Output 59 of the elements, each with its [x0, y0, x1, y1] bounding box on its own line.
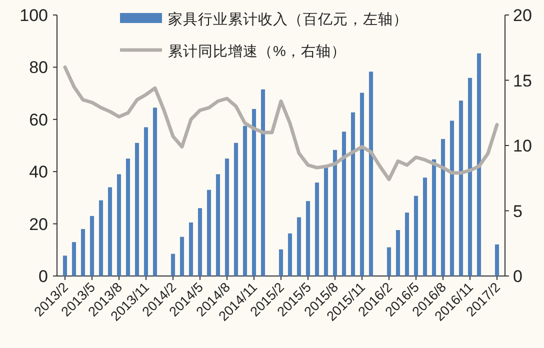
bar [126, 158, 130, 276]
bar [414, 196, 418, 276]
bar [432, 159, 436, 276]
bar [494, 244, 500, 276]
bar [144, 127, 148, 276]
bar [450, 120, 454, 276]
bar [458, 100, 464, 276]
y-tick-label: 100 [20, 6, 48, 25]
bar [72, 242, 76, 276]
bar [198, 208, 202, 276]
legend-label: 家具行业累计收入（百亿元，左轴） [168, 11, 408, 28]
bar [278, 249, 284, 276]
y2-tick-label: 10 [513, 136, 532, 156]
bar [368, 72, 374, 276]
bar [422, 178, 428, 276]
bar [360, 92, 364, 276]
bar [152, 108, 158, 276]
line-series [63, 65, 499, 182]
bar [252, 108, 256, 276]
bar [188, 222, 194, 276]
bar [134, 142, 140, 276]
bar [342, 132, 346, 276]
y2-tick-label: 5 [513, 202, 522, 221]
y-tick-label: 60 [29, 110, 48, 130]
y-tick-label: 0 [38, 267, 48, 286]
y2-tick-label: 15 [513, 71, 532, 90]
bar [180, 236, 184, 276]
bar [80, 229, 86, 276]
y2-tick-label: 0 [513, 267, 522, 286]
y-tick-label: 40 [29, 162, 48, 182]
bar [296, 217, 302, 276]
bar [62, 256, 68, 276]
bar [216, 174, 220, 276]
bar [440, 138, 446, 276]
bar [116, 174, 122, 276]
y-tick-label: 20 [29, 214, 48, 234]
y2-tick-label: 20 [513, 6, 532, 25]
bar [476, 53, 482, 276]
bar [224, 158, 230, 276]
bar [468, 78, 472, 276]
bar [108, 187, 112, 276]
legend-label: 累计同比增速（%，右轴） [168, 43, 346, 60]
bar [170, 254, 176, 276]
bar [288, 233, 292, 276]
bar [260, 89, 266, 276]
bar [324, 167, 328, 276]
bar [98, 200, 104, 276]
bar [404, 212, 410, 276]
bar [350, 112, 356, 276]
bar [242, 126, 248, 276]
bar [396, 230, 400, 276]
bar [306, 201, 310, 276]
bar [386, 247, 392, 276]
bar [314, 182, 320, 276]
bar [206, 190, 212, 276]
bar [90, 216, 94, 276]
bar [234, 142, 238, 276]
y-tick-label: 80 [29, 58, 48, 78]
bar [332, 150, 338, 276]
